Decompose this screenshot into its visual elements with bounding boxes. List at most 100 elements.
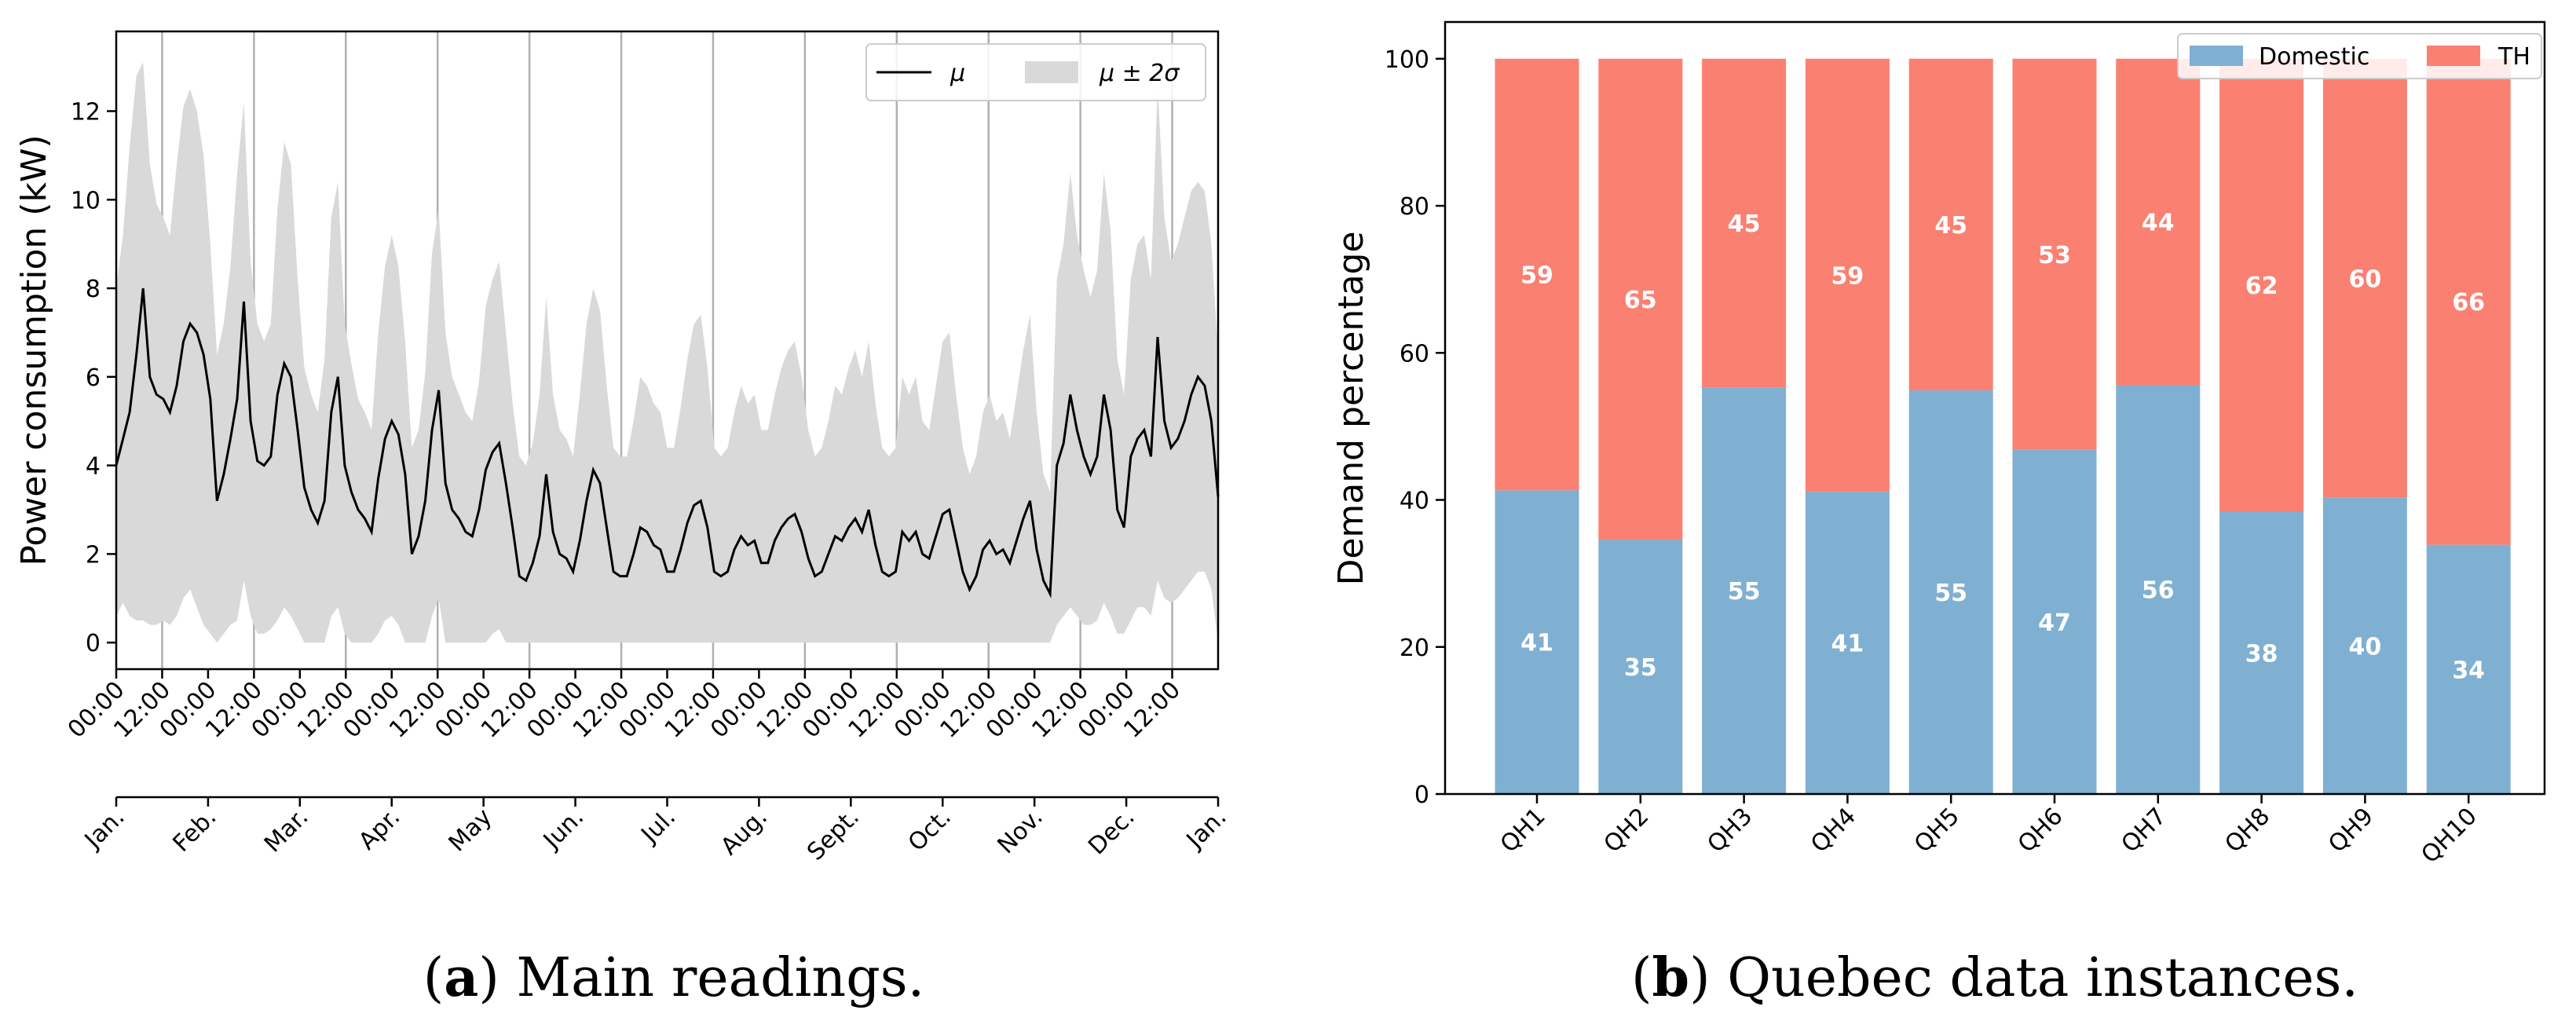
month-tick-label: Aug. [715, 803, 773, 861]
legend-band-label: μ ± 2σ [1099, 60, 1180, 87]
bar-th [2219, 58, 2304, 512]
month-tick-label: Dec. [1083, 803, 1140, 861]
bar-label-th: 59 [1520, 262, 1553, 290]
month-tick-label: Sept. [802, 803, 865, 866]
legend-domestic-swatch [2190, 46, 2243, 66]
x-tick-label: QH3 [1702, 803, 1758, 858]
caption-b-letter: b [1652, 946, 1690, 1009]
month-tick-label: Jul. [635, 803, 682, 850]
bar-th [1908, 58, 1993, 391]
y-tick-label-b: 40 [1400, 488, 1429, 515]
bar-label-domestic: 41 [1520, 630, 1553, 657]
x-tick-label: QH2 [1599, 803, 1655, 858]
y-tick-label: 6 [86, 364, 101, 392]
y-tick-label-b: 100 [1385, 46, 1429, 74]
month-tick-label: Jan. [1180, 803, 1232, 855]
y-axis-ticks: 0 2 4 6 8 10 12 [71, 99, 116, 657]
legend-mean-label: μ [950, 60, 965, 87]
bar-domestic [1805, 492, 1890, 794]
x-tick-label: QH5 [1909, 803, 1965, 858]
bar-label-domestic: 34 [2452, 657, 2485, 684]
sigma-band [116, 62, 1218, 643]
bar-label-domestic: 56 [2142, 577, 2175, 605]
caption-a-text: Main readings. [499, 947, 924, 1009]
y-tick-label: 2 [86, 541, 101, 569]
bar-domestic [2426, 544, 2511, 794]
y-tick-label: 8 [86, 276, 101, 303]
bar-label-th: 45 [1728, 210, 1761, 238]
stacked-bars: 41 59 35 65 55 45 41 59 55 45 47 53 56 44 38 62 40 60 34 66 [1495, 58, 2511, 795]
bar-domestic [2012, 449, 2097, 794]
bar-label-th: 65 [1624, 287, 1657, 314]
bar-label-th: 44 [2142, 210, 2175, 237]
x-axis-ticks-b: QH1 QH2 QH3 QH4 QH5 QH6 QH7 QH8 QH9 QH10 [1495, 794, 2483, 869]
month-axis-ticks: Jan. Feb. Mar. Apr. May Jun. Jul. Aug. Sept. Oct.… [79, 797, 1232, 866]
x-tick-label: QH1 [1495, 803, 1551, 858]
bar-label-domestic: 38 [2245, 640, 2278, 668]
month-tick-label: Nov. [993, 803, 1048, 859]
main-readings-chart: 0 2 4 6 8 10 12 00:0012:0000:0012:0000:0012:00… [14, 30, 1232, 866]
bar-label-domestic: 35 [1624, 654, 1657, 682]
bar-label-th: 60 [2349, 265, 2382, 293]
month-tick-label: Jun. [537, 803, 589, 855]
y-tick-label: 0 [86, 630, 101, 657]
caption-a-letter: a [444, 946, 478, 1009]
caption-b: (b) Quebec data instances. [1631, 946, 2358, 1009]
bar-domestic [2116, 385, 2201, 794]
bar-label-th: 45 [1934, 212, 1967, 240]
bar-domestic [1495, 490, 1579, 794]
bar-th [2012, 58, 2097, 450]
y-tick-label-b: 60 [1400, 340, 1429, 368]
y-axis-ticks-b: 0 20 40 60 80 100 [1385, 46, 1445, 809]
bar-label-th: 62 [2245, 273, 2278, 300]
mean-line [115, 287, 1220, 598]
bar-label-domestic: 55 [1934, 580, 1967, 607]
month-tick-label: May [444, 803, 498, 858]
bar-domestic [1908, 390, 1993, 794]
legend-band-swatch [1025, 61, 1078, 83]
x-tick-label: QH7 [2117, 803, 2172, 858]
legend-b: Domestic TH [2177, 33, 2542, 79]
bar-domestic [1598, 540, 1683, 794]
month-tick-label: Jan. [79, 803, 130, 855]
bar-domestic [2219, 511, 2304, 794]
y-axis-title-b: Demand percentage [1331, 231, 1371, 585]
bar-th [1702, 58, 1787, 388]
x-tick-label: QH9 [2323, 803, 2379, 858]
bar-label-domestic: 47 [2038, 609, 2071, 637]
bar-label-th: 59 [1831, 263, 1864, 291]
bar-domestic [1702, 387, 1787, 795]
bar-th [1805, 58, 1890, 492]
bar-th [1598, 58, 1683, 540]
legend-a: μ μ ± 2σ [865, 43, 1206, 101]
x-tick-label: QH4 [1806, 803, 1861, 858]
bar-domestic [2322, 497, 2407, 794]
bar-label-domestic: 40 [2349, 633, 2382, 661]
bar-label-domestic: 55 [1728, 578, 1761, 606]
bar-th [1495, 58, 1579, 491]
caption-b-text: Quebec data instances. [1711, 947, 2358, 1009]
legend-domestic-label: Domestic [2259, 43, 2369, 71]
y-axis-title-a: Power consumption (kW) [14, 134, 54, 565]
plot-frame-b [1444, 20, 2546, 796]
month-tick-label: Feb. [168, 803, 222, 858]
month-tick-label: Mar. [259, 803, 314, 858]
bar-label-th: 66 [2452, 289, 2485, 317]
bar-th [2116, 58, 2201, 386]
y-tick-label: 12 [71, 99, 101, 126]
y-tick-label: 10 [71, 187, 101, 214]
x-tick-label: QH10 [2416, 803, 2482, 869]
bar-label-th: 53 [2038, 242, 2071, 269]
y-tick-label-b: 20 [1400, 635, 1429, 662]
legend-th-swatch [2427, 46, 2480, 66]
legend-th-label: TH [2497, 43, 2530, 71]
month-tick-label: Apr. [353, 803, 405, 855]
legend-box-b [2177, 33, 2542, 79]
y-tick-label: 4 [86, 453, 101, 481]
x-tick-label: QH8 [2219, 803, 2275, 858]
quebec-instances-chart: 41 59 35 65 55 45 41 59 55 45 47 53 56 44 38 62 40 60 34 66… [1331, 20, 2546, 869]
month-tick-label: Oct. [903, 803, 957, 857]
x-tick-label: QH6 [2013, 803, 2069, 858]
bar-label-domestic: 41 [1831, 631, 1864, 658]
